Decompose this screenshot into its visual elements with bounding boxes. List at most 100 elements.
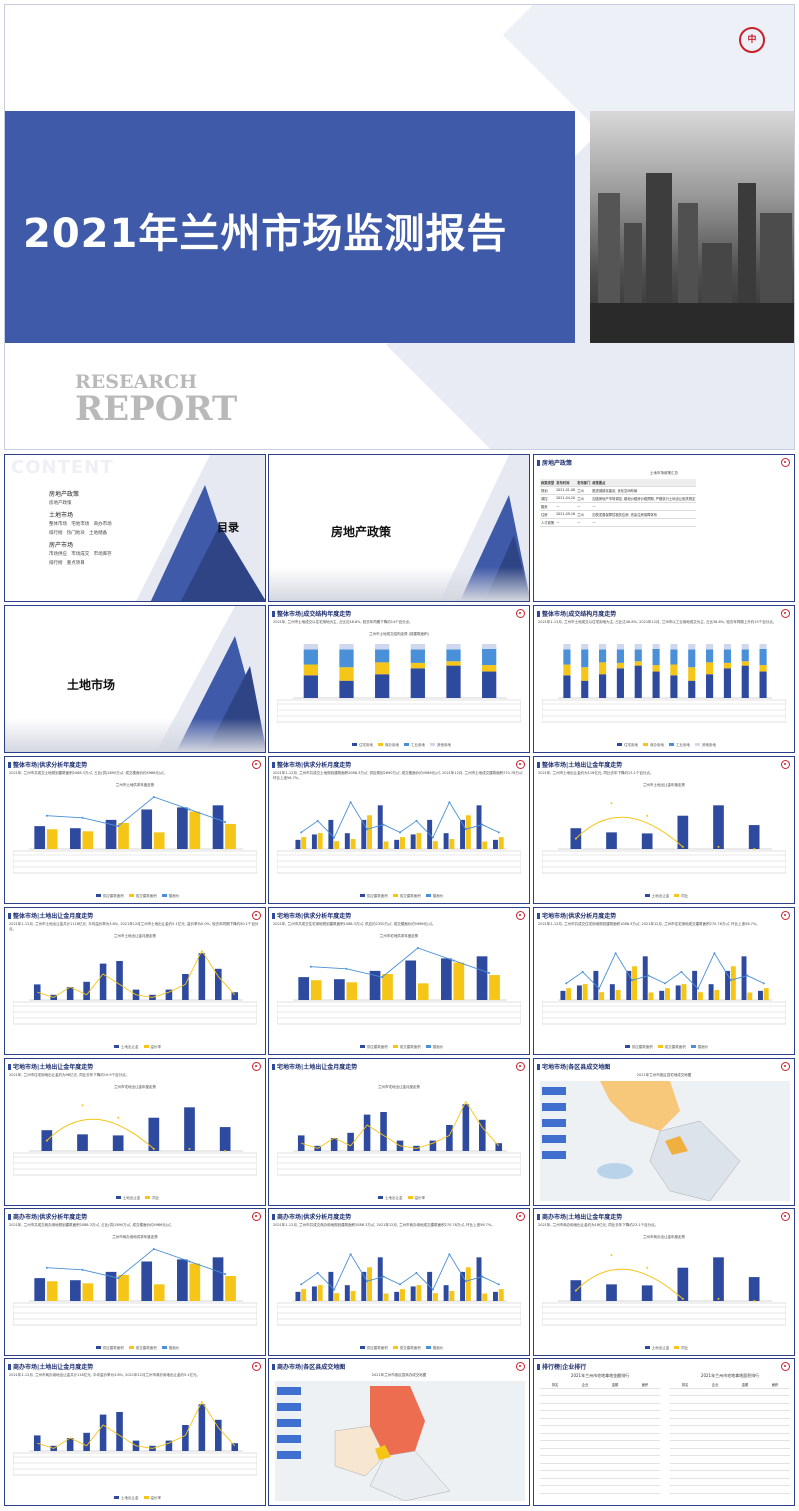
premium-line [301, 1100, 500, 1149]
toc-item[interactable]: 热门地块 [66, 531, 85, 536]
toc-item[interactable]: 市场库存 [93, 552, 112, 557]
section-slide-policy[interactable]: 房地产政策 [268, 454, 530, 602]
slide-header: 商办市场|土地出让金年度走势 [537, 1212, 622, 1221]
table-row: 融资 — — — [540, 502, 697, 511]
toc-item[interactable]: 排行榜 [49, 561, 63, 566]
chart-slide[interactable]: 宅地市场|供求分析年度走势 2021年, 兰州市共成交住宅用地规划建筑面积1088… [268, 907, 530, 1055]
bar-transaction [632, 966, 638, 1000]
ranking-slide[interactable]: 排行榜|企业排行 2021年兰州市宅地拿地金额排行 排名 企业 金额 面积 2021年兰州市… [533, 1358, 795, 1506]
bar-transaction [350, 1291, 356, 1301]
chart-slide[interactable]: 整体市场|供求分析月度走势 2021年1-12月, 兰州市共成交土地规划建筑面积2… [268, 756, 530, 904]
legend-label: 土地出让金 [651, 894, 670, 898]
price-point [448, 1253, 451, 1256]
ranking-column-header: 企业 [581, 1382, 589, 1387]
bar-fee [748, 1277, 760, 1301]
chart-slide[interactable]: 整体市场|成交结构年度走势 2021年, 兰州市土地成交以住宅用地为主, 占比达4… [268, 605, 530, 753]
stacked-bar-segment [688, 649, 696, 668]
chart-slide[interactable]: 整体市场|成交结构月度走势 2021年1-12月, 兰州市土地成交以住宅用地为主,… [533, 605, 795, 753]
chart-title: 兰州市宅地出让金年度走势 [114, 1085, 156, 1089]
toc-item[interactable]: 重点项目 [66, 561, 85, 566]
map-slide[interactable]: 商办市场|各区县成交地图 2021年兰州市各区县商办成交地图 [268, 1358, 530, 1506]
chart-legend: 土地出让金 同比 [534, 894, 794, 899]
ranking-row [540, 1426, 660, 1434]
toc-item[interactable]: 房地产政策 [49, 501, 72, 506]
chart-slide[interactable]: 商办市场|供求分析月度走势 2021年1-12月, 兰州市共成交商办用地规划建筑面… [268, 1208, 530, 1356]
chart-slide[interactable]: 宅地市场|土地出让金年度走势 2021年, 兰州市住宅用地出让金约为98亿元, 同… [4, 1058, 266, 1206]
chart-slide[interactable]: 宅地市场|土地出让金月度走势 兰州市宅地出让金月度走势 土地出让金 溢价率 [268, 1058, 530, 1206]
section-slide-land[interactable]: 土地市场 [4, 605, 266, 753]
price-point [680, 970, 683, 973]
map-region [649, 1120, 741, 1202]
stacked-bar-segment [410, 662, 425, 669]
bar-supply [476, 1257, 482, 1301]
legend-label: 楼面价 [432, 1346, 444, 1350]
slide-description: 2021年, 兰州市商办用地出让金约为18亿元, 同比去年下降约23.1个百分点… [538, 1223, 659, 1227]
bar-fee [347, 1132, 354, 1151]
cover-title-band [5, 111, 575, 343]
price-point [366, 1280, 369, 1283]
chart-slide[interactable]: 商办市场|供求分析年度走势 2021年, 兰州市共成交商办用地规划建筑面积2088… [4, 1208, 266, 1356]
bar-fee [606, 1284, 617, 1301]
stacked-bar-segment [688, 680, 696, 698]
yoy-point [681, 845, 684, 848]
legend-label: 同比 [681, 894, 689, 898]
toc-section[interactable]: 房地产政策 [49, 491, 80, 498]
legend-swatch [695, 743, 700, 746]
legend-swatch [407, 1196, 413, 1199]
ranking-header-row: 排名 企业 金额 面积 [540, 1381, 660, 1389]
legend-swatch [114, 1045, 119, 1048]
price-point [729, 979, 732, 982]
stacked-bar-segment [446, 661, 461, 666]
bar-supply [741, 956, 747, 1000]
bar-fee [116, 1412, 123, 1451]
policy-slide[interactable]: 房地产政策 土地市场政策汇总 政策类型 发布时间 发布部门 政策要点 规划 202… [533, 454, 795, 602]
bar-fee [713, 1257, 724, 1301]
bar-transaction [346, 982, 358, 1000]
chart-title: 兰州市土地出让金年度走势 [643, 783, 685, 787]
ranking-row [540, 1441, 660, 1449]
price-point [300, 831, 303, 834]
chart-title: 兰州市商办用地供求年度走势 [112, 1235, 158, 1239]
toc-item[interactable]: 排行榜 [49, 531, 63, 536]
stacked-bar-segment [706, 662, 714, 675]
bar-transaction [225, 1276, 236, 1301]
chart-slide[interactable]: 商办市场|土地出让金年度走势 2021年, 兰州市商办用地出让金约为18亿元, 同… [533, 1208, 795, 1356]
toc-item[interactable]: 土地储备 [89, 531, 108, 536]
bar-fee [641, 1285, 653, 1301]
chart-slide[interactable]: 整体市场|供求分析年度走势 2021年, 兰州市共成交土地规划建筑面积2088.3… [4, 756, 266, 904]
stacked-bar-segment [563, 649, 571, 665]
map-slide[interactable]: 宅地市场|各区县成交地图 2021年兰州市各区县宅地成交地图 [533, 1058, 795, 1206]
chart-legend: 供应建筑面积 成交建筑面积 楼面价 [534, 1045, 794, 1050]
toc-slide[interactable]: CONTENT 目录 房地产政策 房地产政策 土地市场 整体市场 宅地市场 商办… [4, 454, 266, 602]
stacked-bar-segment [652, 648, 660, 666]
price-point [300, 1283, 303, 1286]
toc-item[interactable]: 市场供应 [49, 552, 67, 557]
ranking-row [670, 1404, 790, 1411]
chart-slide[interactable]: 商办市场|土地出让金月度走势 2021年1-12月, 兰州市商办用地出让金共计11… [4, 1358, 266, 1506]
bar-supply [34, 826, 46, 849]
price-line [46, 796, 226, 827]
table-header: 政策类型 [540, 479, 556, 487]
legend-label: 工业用地 [676, 743, 690, 747]
seal-icon [252, 1212, 261, 1221]
toc-item[interactable]: 商办市场 [93, 522, 112, 527]
toc-item[interactable]: 市场成交 [71, 552, 90, 557]
stacked-bar-segment [599, 674, 607, 698]
stacked-bar-segment [759, 671, 767, 698]
bar-supply [493, 839, 498, 849]
bar-fee [641, 833, 653, 849]
toc-section[interactable]: 房产市场 [49, 542, 74, 549]
chart-slide[interactable]: 整体市场|土地出让金年度走势 2021年, 兰州市土地出让金约为118亿元, 同比… [533, 756, 795, 904]
data-table-frame [542, 1001, 786, 1025]
bar-supply [394, 839, 400, 849]
toc-item[interactable]: 整体市场 [49, 522, 67, 527]
price-point [647, 974, 650, 977]
chart-slide[interactable]: 整体市场|土地出让金月度走势 2021年1-12月, 兰州市土地出让金共计1118… [4, 907, 266, 1055]
bar-transaction [400, 1289, 405, 1301]
bar-supply [34, 1278, 46, 1301]
chart-slide[interactable]: 宅地市场|供求分析月度走势 2021年1-12月, 兰州市共成交住宅用地规划建筑面… [533, 907, 795, 1055]
toc-item[interactable]: 宅地市场 [71, 522, 90, 527]
toc-section[interactable]: 土地市场 [49, 512, 74, 519]
legend-swatch [145, 1196, 151, 1199]
price-point [188, 808, 191, 811]
